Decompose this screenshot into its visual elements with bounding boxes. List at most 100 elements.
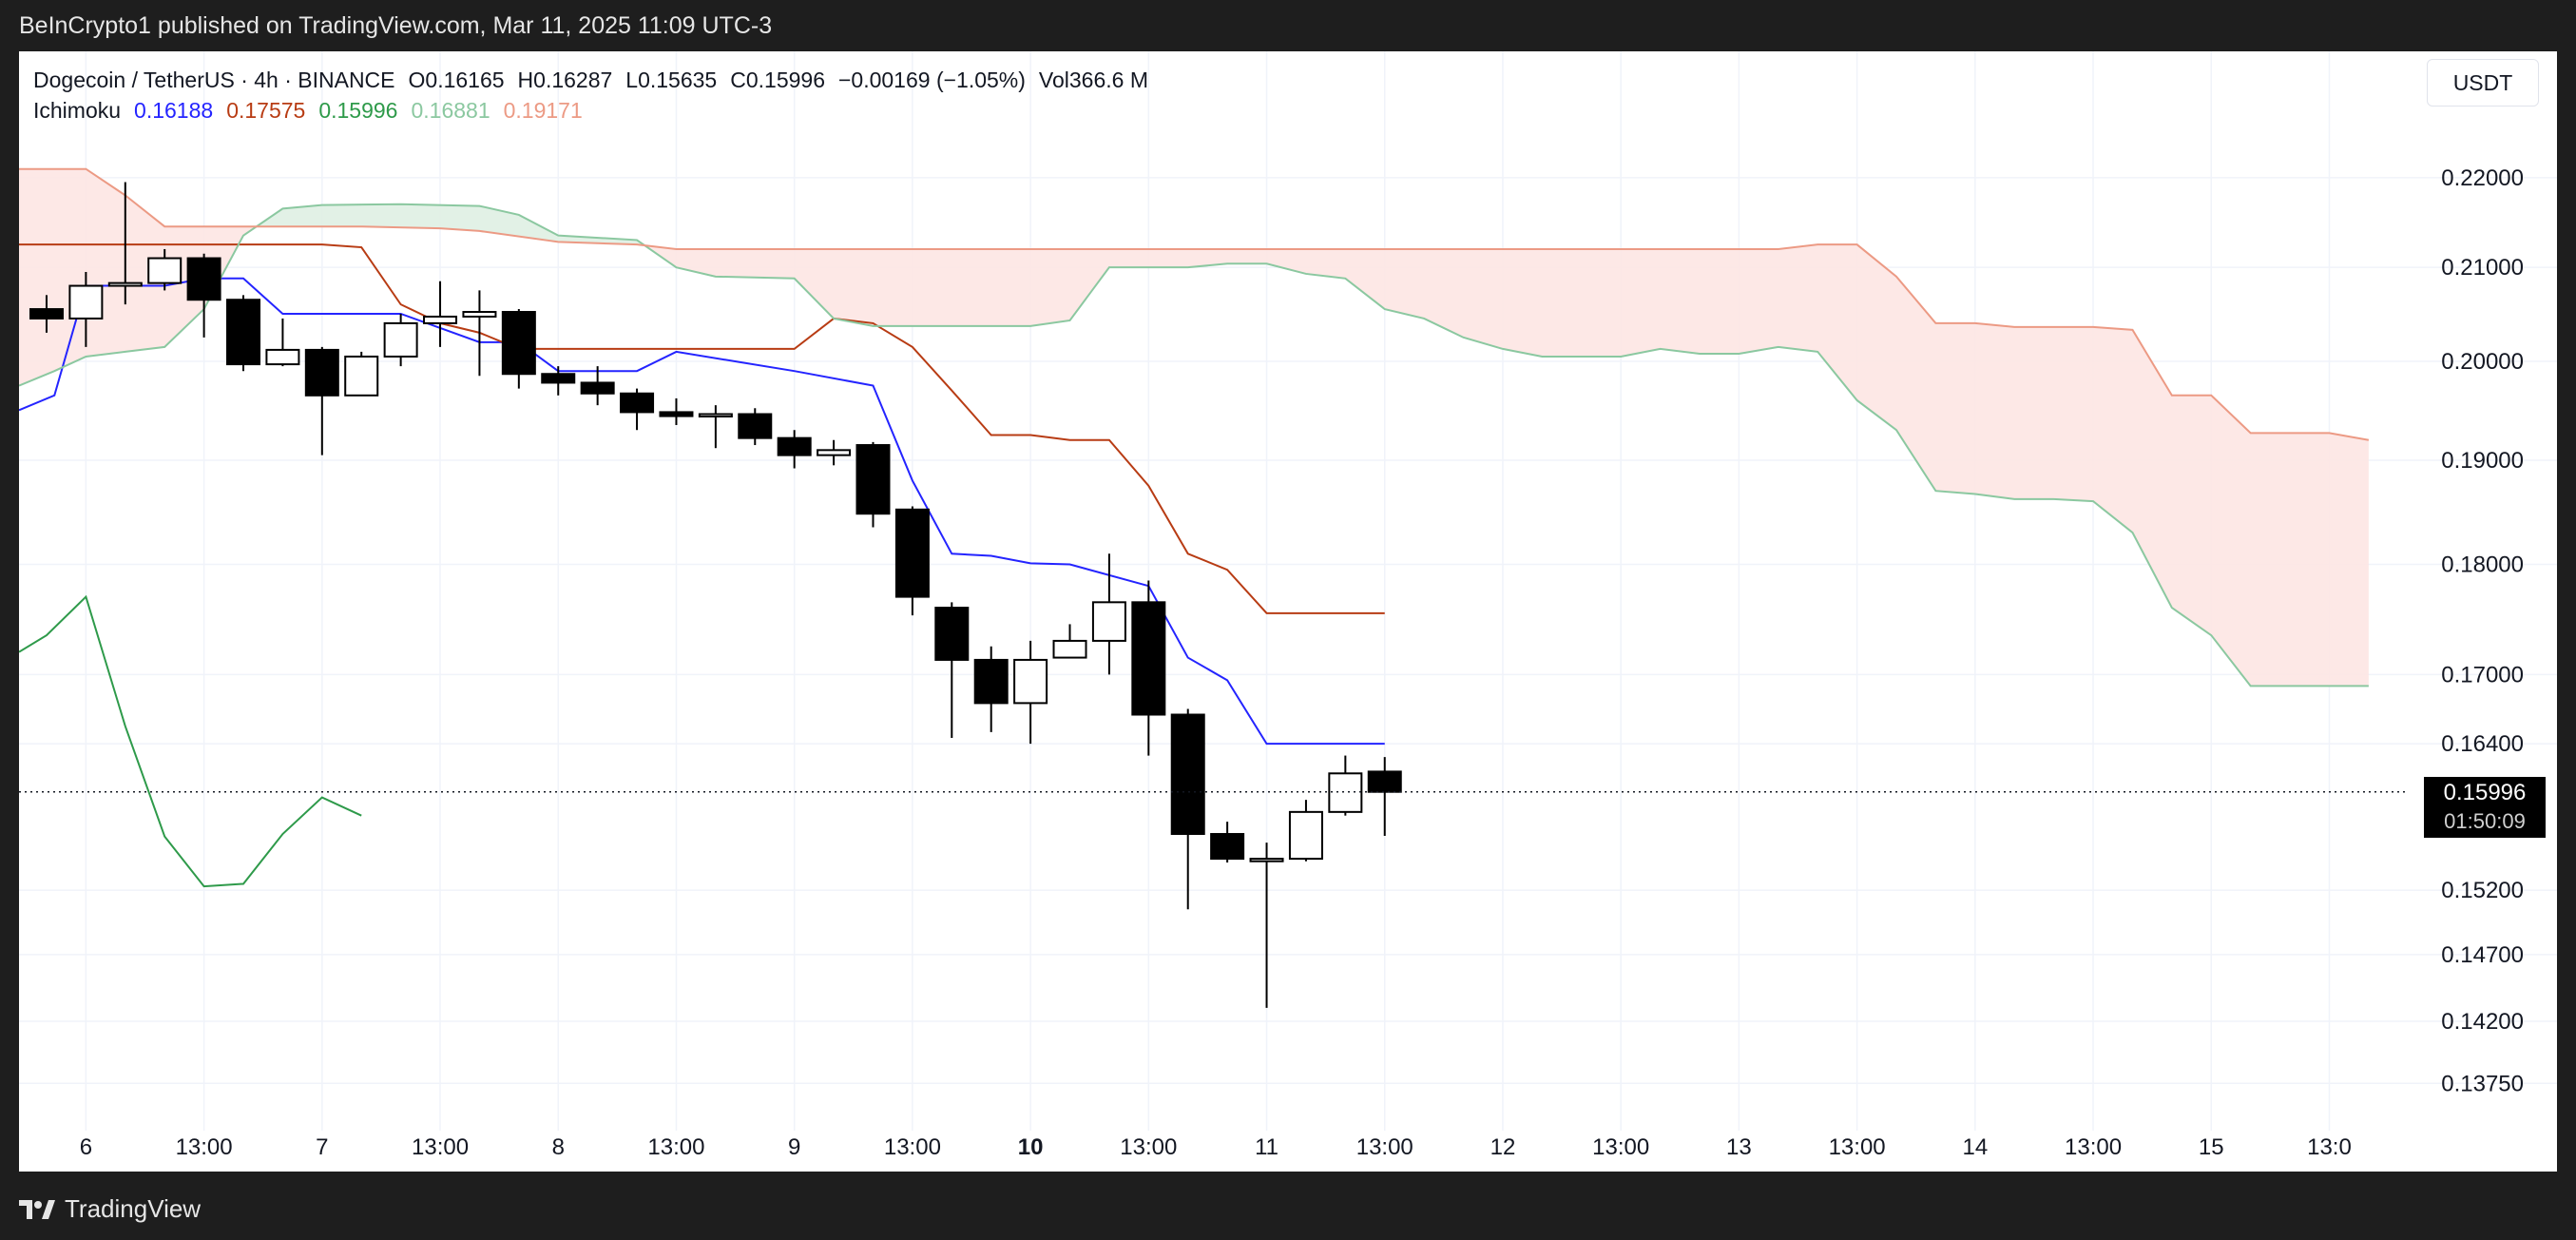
candle[interactable] [501, 309, 536, 389]
candle[interactable] [580, 366, 615, 406]
candle[interactable] [1013, 640, 1048, 745]
x-tick-label: 10 [1018, 1134, 1044, 1160]
low-value: L0.15635 [625, 68, 718, 92]
publish-info: BeInCrypto1 published on TradingView.com… [19, 12, 773, 39]
candle[interactable] [147, 248, 183, 291]
chart-legend: Dogecoin / TetherUS · 4h · BINANCE O0.161… [33, 65, 1162, 126]
candle[interactable] [344, 351, 379, 397]
candle[interactable] [817, 439, 852, 466]
candle[interactable] [738, 408, 773, 446]
y-tick-label: 0.22000 [2441, 165, 2524, 191]
candle-body-down [659, 411, 694, 417]
x-tick-label: 13:00 [176, 1134, 233, 1160]
candle[interactable] [107, 182, 143, 305]
candle-body-down [1131, 601, 1166, 716]
candle[interactable] [855, 441, 891, 528]
kijun-sen-line [19, 243, 1385, 614]
candle[interactable] [1170, 708, 1205, 910]
span-b-value: 0.19171 [503, 98, 583, 123]
candle[interactable] [68, 271, 104, 347]
candle[interactable] [29, 295, 64, 333]
x-tick-label: 7 [316, 1134, 328, 1160]
candle[interactable] [1091, 553, 1126, 675]
candle[interactable] [541, 366, 576, 396]
y-tick-label: 0.20000 [2441, 349, 2524, 375]
x-tick-label: 8 [552, 1134, 565, 1160]
x-tick-label: 14 [1962, 1134, 1988, 1160]
chikou-value: 0.15996 [318, 98, 398, 123]
candle[interactable] [1052, 624, 1087, 659]
candle[interactable] [265, 318, 300, 367]
candle[interactable] [462, 290, 497, 377]
x-tick-label: 6 [80, 1134, 92, 1160]
cloud-bullish [257, 203, 645, 246]
chart-panel[interactable]: 0.22000 0.21000 0.20000 0.19000 0.18000 0.170… [19, 51, 2557, 1172]
y-tick-label: 0.14700 [2441, 942, 2524, 968]
candle[interactable] [934, 602, 970, 739]
volume-value: Vol366.6 M [1038, 68, 1149, 92]
candle-body-up [817, 449, 852, 456]
candle[interactable] [1367, 757, 1402, 836]
candle-body-down [738, 413, 773, 439]
candle[interactable] [894, 506, 930, 616]
y-tick-label: 0.17000 [2441, 662, 2524, 688]
candle[interactable] [186, 253, 221, 338]
x-tick-label: 9 [788, 1134, 800, 1160]
candle-body-down [501, 311, 536, 376]
currency-button[interactable]: USDT [2427, 59, 2539, 107]
x-tick-label: 13:00 [2065, 1134, 2122, 1160]
price-chart[interactable]: 0.22000 0.21000 0.20000 0.19000 0.18000 0.170… [19, 51, 2557, 1172]
open-value: O0.16165 [408, 68, 505, 92]
candle-body-down [777, 436, 812, 456]
y-tick-label: 0.16400 [2441, 731, 2524, 757]
candle-body-up [147, 257, 183, 284]
x-tick-label: 13:00 [884, 1134, 941, 1160]
candle-body-up [1052, 639, 1087, 659]
candle[interactable] [973, 646, 1009, 732]
candle[interactable] [1131, 580, 1166, 756]
bar-countdown: 01:50:09 [2444, 809, 2526, 833]
candle[interactable] [698, 405, 733, 449]
senkou-span-a-line [19, 203, 2369, 688]
candle-body-up [1288, 810, 1323, 861]
candle-body-up [344, 355, 379, 397]
candle-body-down [1367, 770, 1402, 793]
candle-body-up [462, 311, 497, 318]
candle-body-down [186, 257, 221, 301]
candle[interactable] [777, 430, 812, 469]
indicator-name[interactable]: Ichimoku [33, 98, 122, 123]
candle[interactable] [423, 281, 458, 347]
tradingview-logo-icon [19, 1199, 55, 1219]
x-tick-label: 13:00 [412, 1134, 469, 1160]
current-price-label: 0.15996 [2443, 780, 2527, 805]
x-tick-label: 13:00 [647, 1134, 704, 1160]
candle-body-down [541, 373, 576, 384]
tradingview-logo[interactable]: TradingView [19, 1194, 201, 1224]
x-tick-label: 12 [1490, 1134, 1516, 1160]
span-a-value: 0.16881 [411, 98, 490, 123]
candle[interactable] [304, 346, 339, 455]
x-tick-label: 13 [1726, 1134, 1752, 1160]
candle-body-down [973, 658, 1009, 705]
symbol-title[interactable]: Dogecoin / TetherUS · 4h · BINANCE [33, 68, 395, 92]
candle-body-up [1328, 772, 1363, 813]
cloud-bearish [644, 244, 2369, 687]
x-tick-label: 15 [2199, 1134, 2224, 1160]
candle[interactable] [620, 388, 655, 431]
candle-body-up [265, 348, 300, 366]
candle[interactable] [383, 313, 418, 367]
candle[interactable] [1249, 843, 1284, 1008]
candle[interactable] [1210, 822, 1245, 863]
change-value: −0.00169 (−1.05%) [837, 68, 1026, 92]
candle-body-down [1170, 713, 1205, 836]
candle-body-down [934, 607, 970, 661]
candle[interactable] [1328, 755, 1363, 816]
candle[interactable] [659, 397, 694, 425]
candle[interactable] [1288, 800, 1323, 862]
candle-body-up [383, 321, 418, 358]
tradingview-brand: TradingView [65, 1194, 202, 1223]
candle-body-down [894, 508, 930, 598]
ohlc-row: Dogecoin / TetherUS · 4h · BINANCE O0.161… [33, 65, 1162, 95]
x-tick-label: 13:00 [1829, 1134, 1886, 1160]
candle[interactable] [226, 295, 261, 372]
